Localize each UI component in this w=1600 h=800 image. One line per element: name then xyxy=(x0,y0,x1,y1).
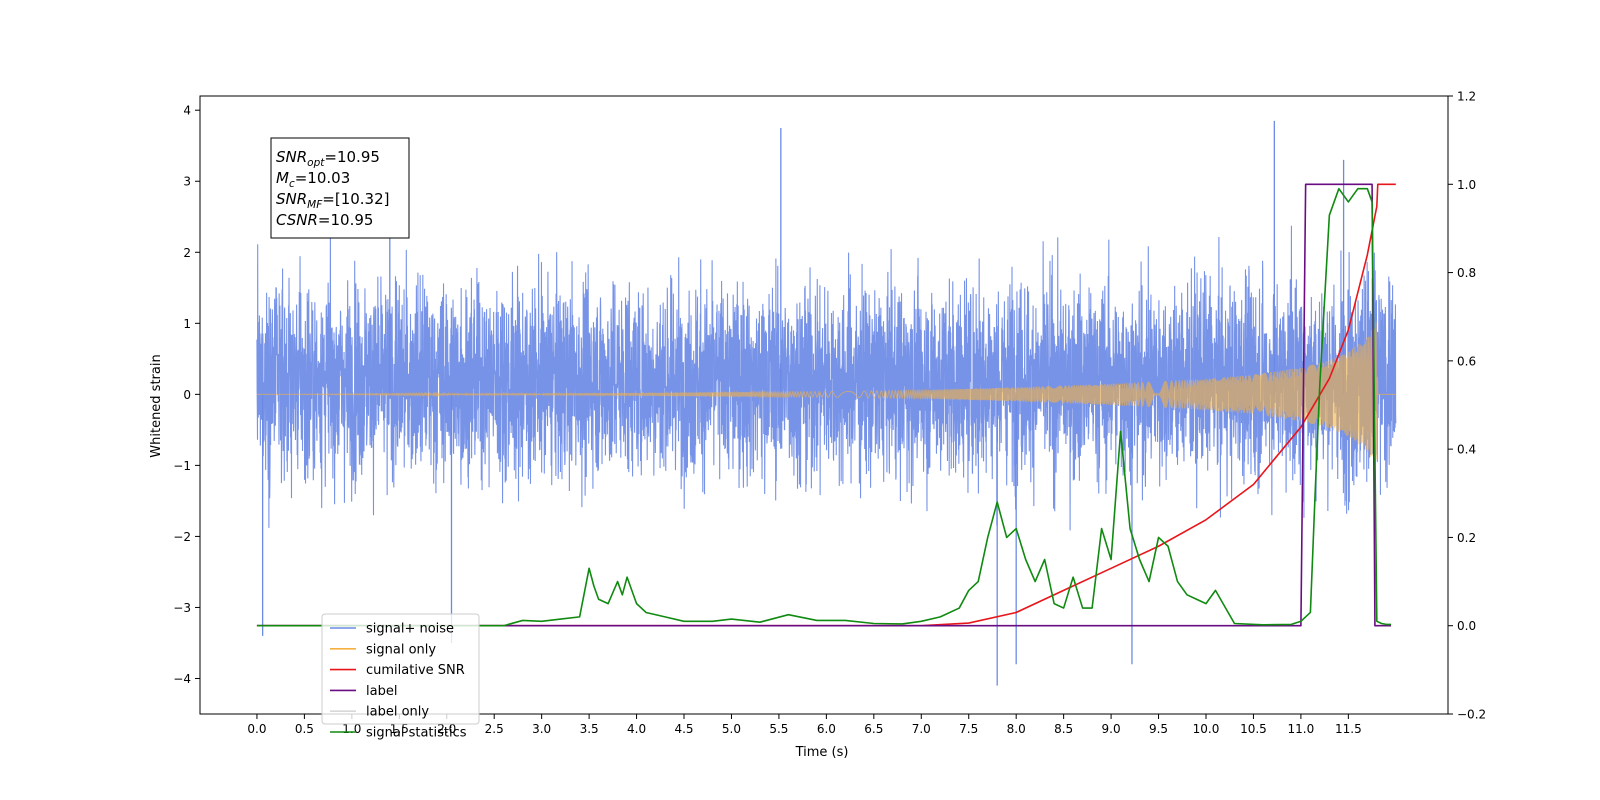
y-tick-label: 4 xyxy=(183,104,191,118)
x-tick-label: 3.0 xyxy=(532,722,551,736)
y-tick-label: 0 xyxy=(183,388,191,402)
metrics-annotation: SNRopt=10.95 Mc=10.03 SNRMF=[10.32] CSNR=10… xyxy=(270,137,410,239)
annotation-base: CSNR xyxy=(276,211,318,229)
x-tick-label: 6.5 xyxy=(864,722,883,736)
x-tick-label: 8.0 xyxy=(1007,722,1026,736)
annotation-value: =[10.32] xyxy=(322,190,389,208)
y2-tick-label: 0.2 xyxy=(1457,531,1476,545)
axes: 0.0 0.5 1.0 1.5 2.0 2.5 3.0 3.5 4.0 4.5 5.0 5.5 6.0 6… xyxy=(173,90,1486,737)
legend: signal+ noise signal only cumilative SNR la… xyxy=(321,613,480,741)
legend-frame xyxy=(321,613,480,725)
x-tick-label: 5.0 xyxy=(722,722,741,736)
x-tick-label: 11.0 xyxy=(1288,722,1315,736)
x-tick-label: 5.5 xyxy=(769,722,788,736)
legend-label: signal+ noise xyxy=(366,622,454,637)
y-tick-label: 1 xyxy=(183,317,191,331)
x-tick-label: 6.0 xyxy=(817,722,836,736)
x-tick-label: 0.0 xyxy=(247,722,266,736)
x-axis-label: Time (s) xyxy=(795,745,849,760)
x-tick-label: 7.5 xyxy=(959,722,978,736)
x-tick-label: 1.5 xyxy=(390,722,409,736)
x-tick-label: 11.5 xyxy=(1335,722,1362,736)
y-tick-label: −1 xyxy=(173,459,191,473)
annotation-subscript: c xyxy=(289,178,295,190)
x-tick-label: 0.5 xyxy=(295,722,314,736)
annotation-value: =10.95 xyxy=(318,211,374,229)
y-tick-label: 3 xyxy=(183,175,191,189)
legend-label: cumilative SNR xyxy=(366,663,465,678)
x-tick-label: 4.5 xyxy=(674,722,693,736)
series-signal-statistics xyxy=(256,187,1392,627)
x-tick-label: 2.5 xyxy=(485,722,504,736)
legend-label: signal statistics xyxy=(366,726,467,741)
annotation-subscript: MF xyxy=(307,199,323,211)
y2-tick-label: −0.2 xyxy=(1457,708,1486,722)
y-tick-label: −3 xyxy=(173,601,191,615)
plot-area xyxy=(256,120,1397,686)
annotation-base: SNR xyxy=(276,190,307,208)
series-signal-only xyxy=(256,322,1396,465)
y2-tick-label: 0.8 xyxy=(1457,266,1476,280)
annotation-value: =10.03 xyxy=(295,169,351,187)
y2-tick-label: 0.0 xyxy=(1457,619,1476,633)
legend-label: label only xyxy=(366,705,429,720)
y2-tick-label: 0.4 xyxy=(1457,443,1476,457)
legend-label: signal only xyxy=(366,642,436,657)
y2-tick-label: 1.0 xyxy=(1457,178,1476,192)
series-label xyxy=(256,183,1392,627)
annotation-frame xyxy=(270,137,410,239)
x-tick-label: 10.5 xyxy=(1240,722,1267,736)
annotation-base: M xyxy=(276,169,289,187)
x-tick-label: 3.5 xyxy=(580,722,599,736)
x-tick-label: 4.0 xyxy=(627,722,646,736)
y2-tick-label: 0.6 xyxy=(1457,354,1476,368)
x-tick-label: 9.5 xyxy=(1149,722,1168,736)
x-tick-label: 10.0 xyxy=(1193,722,1220,736)
annotation-base: SNR xyxy=(276,148,307,166)
x-tick-label: 8.5 xyxy=(1054,722,1073,736)
y-tick-label: 2 xyxy=(183,246,191,260)
y-axis-label: Whitened strain xyxy=(149,354,164,457)
axes-frame xyxy=(199,95,1449,715)
x-tick-label: 9.0 xyxy=(1102,722,1121,736)
x-tick-label: 7.0 xyxy=(912,722,931,736)
x-tick-label: 2.0 xyxy=(437,722,456,736)
annotation-text: SNRopt=10.95 Mc=10.03 SNRMF=[10.32] CSNR=10… xyxy=(276,148,390,229)
legend-label: label xyxy=(366,684,397,699)
y-tick-label: −2 xyxy=(173,530,191,544)
y-tick-label: −4 xyxy=(173,672,191,686)
annotation-subscript: opt xyxy=(307,157,325,169)
annotation-value: =10.95 xyxy=(324,148,380,166)
y2-tick-label: 1.2 xyxy=(1457,90,1476,104)
